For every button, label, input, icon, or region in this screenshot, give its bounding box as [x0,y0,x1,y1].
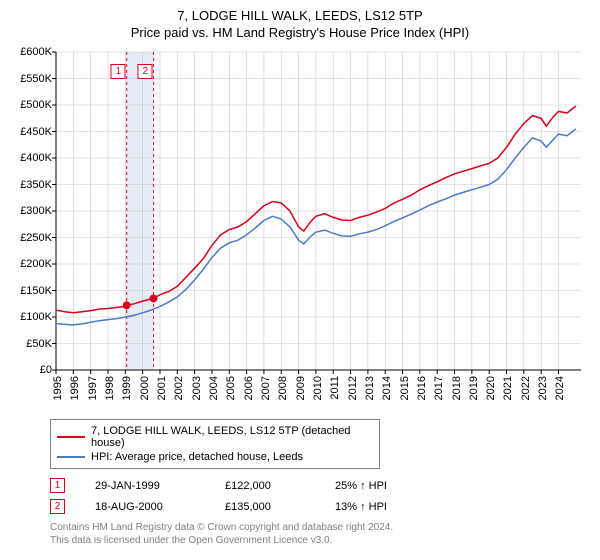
x-tick-label: 2016 [412,376,428,400]
legend-label: 7, LODGE HILL WALK, LEEDS, LS12 5TP (det… [91,425,373,449]
legend-label: HPI: Average price, detached house, Leed… [91,451,303,463]
transaction-marker-1: 1 [111,64,126,79]
x-tick-label: 2002 [169,376,185,400]
x-tick-label: 2018 [447,376,463,400]
y-tick-label: £0 [40,364,56,376]
x-tick-label: 1996 [65,376,81,400]
x-tick-label: 2004 [204,376,220,400]
legend-item: 7, LODGE HILL WALK, LEEDS, LS12 5TP (det… [57,424,373,450]
y-tick-label: £600K [20,46,56,58]
y-tick-label: £450K [20,126,56,138]
chart-svg [10,48,590,413]
footer-line-1: Contains HM Land Registry data © Crown c… [50,521,590,534]
transaction-row: 2 18-AUG-2000 £135,000 13% ↑ HPI [50,496,590,517]
x-tick-label: 2024 [550,376,566,400]
x-tick-label: 2010 [308,376,324,400]
x-tick-label: 2020 [481,376,497,400]
x-tick-label: 2001 [152,376,168,400]
x-tick-label: 2022 [516,376,532,400]
y-tick-label: £50K [26,338,56,350]
x-tick-label: 1998 [100,376,116,400]
y-tick-label: £200K [20,258,56,270]
transaction-date: 29-JAN-1999 [95,480,195,492]
transaction-date: 18-AUG-2000 [95,501,195,513]
y-tick-label: £500K [20,99,56,111]
transaction-price: £122,000 [225,480,305,492]
transaction-price: £135,000 [225,501,305,513]
chart-container: 7, LODGE HILL WALK, LEEDS, LS12 5TP Pric… [0,0,600,560]
legend-swatch [57,456,85,458]
x-tick-label: 1999 [117,376,133,400]
transaction-badge: 1 [50,478,65,493]
x-tick-label: 2014 [377,376,393,400]
x-tick-label: 2012 [343,376,359,400]
y-tick-label: £250K [20,232,56,244]
x-tick-label: 2013 [360,376,376,400]
x-tick-label: 1997 [83,376,99,400]
legend-swatch [57,436,85,438]
y-tick-label: £350K [20,179,56,191]
x-tick-label: 2017 [429,376,445,400]
chart-title: 7, LODGE HILL WALK, LEEDS, LS12 5TP [10,8,590,23]
x-tick-label: 2003 [187,376,203,400]
transaction-delta: 25% ↑ HPI [335,480,425,492]
x-tick-label: 2019 [464,376,480,400]
x-tick-label: 2007 [256,376,272,400]
x-tick-label: 2006 [239,376,255,400]
y-tick-label: £550K [20,73,56,85]
x-tick-label: 2021 [498,376,514,400]
transaction-marker-2: 2 [138,64,153,79]
y-tick-label: £100K [20,311,56,323]
legend-item: HPI: Average price, detached house, Leed… [57,450,373,464]
transactions-table: 1 29-JAN-1999 £122,000 25% ↑ HPI 2 18-AUG-200… [50,475,590,517]
footer-line-2: This data is licensed under the Open Gov… [50,534,590,547]
x-tick-label: 2023 [533,376,549,400]
x-tick-label: 2009 [291,376,307,400]
transaction-row: 1 29-JAN-1999 £122,000 25% ↑ HPI [50,475,590,496]
x-tick-label: 2000 [135,376,151,400]
x-tick-label: 2011 [325,376,341,400]
footer-attribution: Contains HM Land Registry data © Crown c… [50,521,590,547]
y-tick-label: £150K [20,285,56,297]
x-tick-label: 2005 [221,376,237,400]
y-tick-label: £400K [20,152,56,164]
chart-area: £0 £50K £100K £150K £200K £250K £300K £350K £400… [10,48,590,413]
x-tick-label: 2008 [273,376,289,400]
transaction-badge: 2 [50,499,65,514]
legend: 7, LODGE HILL WALK, LEEDS, LS12 5TP (det… [50,419,380,469]
chart-subtitle: Price paid vs. HM Land Registry's House … [10,25,590,40]
x-tick-label: 1995 [48,376,64,400]
transaction-delta: 13% ↑ HPI [335,501,425,513]
x-tick-label: 2015 [395,376,411,400]
y-tick-label: £300K [20,205,56,217]
